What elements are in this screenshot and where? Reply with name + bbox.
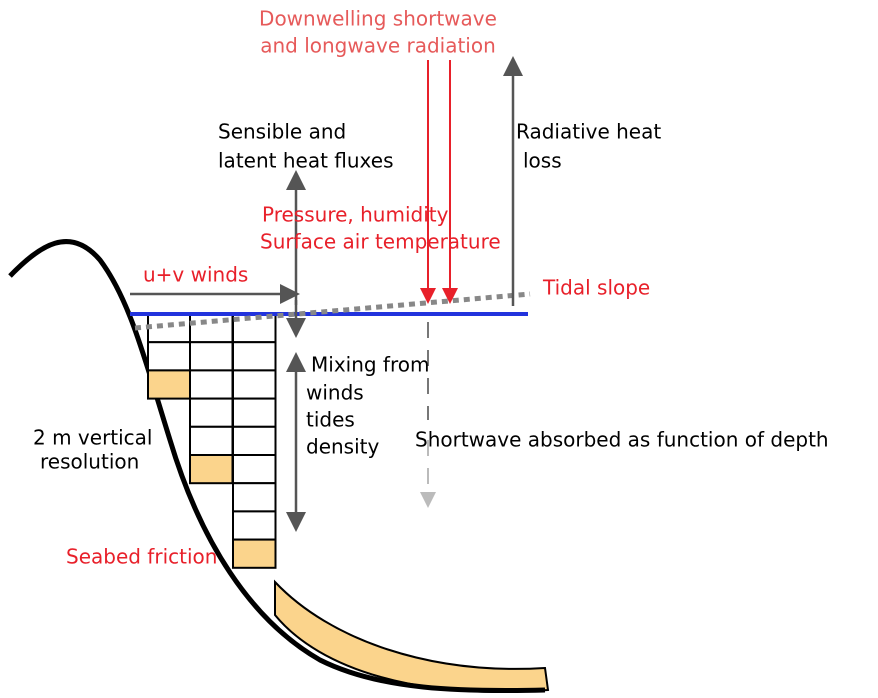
label: and longwave radiation — [260, 34, 496, 58]
shapes — [8, 56, 550, 694]
grid-cell — [147, 313, 192, 344]
label: Shortwave absorbed as function of depth — [415, 428, 829, 452]
grid-cell — [147, 369, 192, 400]
grid-cell — [232, 510, 277, 541]
grid-cell — [232, 482, 277, 513]
label: Radiative heat — [516, 120, 661, 144]
label: 2 m vertical — [33, 426, 153, 450]
label: Downwelling shortwave — [259, 7, 497, 31]
grid-cell — [147, 341, 192, 372]
label: winds — [306, 381, 364, 405]
grid-cell — [189, 341, 234, 372]
label: Surface air temperature — [260, 230, 501, 254]
label: Tidal slope — [542, 276, 650, 300]
grid-cell — [232, 397, 277, 428]
label: resolution — [40, 450, 139, 474]
grid-cell — [189, 425, 234, 456]
grid-cell — [189, 369, 234, 400]
label: density — [306, 435, 379, 459]
grid-cell — [189, 397, 234, 428]
grid-cell — [189, 454, 234, 485]
grid-cell — [232, 425, 277, 456]
label: Mixing from — [311, 353, 429, 377]
label: Pressure, humidity — [262, 203, 449, 227]
label: latent heat fluxes — [218, 149, 394, 173]
grid-cell — [232, 454, 277, 485]
grid-cell — [232, 538, 277, 569]
label: Sensible and — [218, 120, 346, 144]
grid-cell — [232, 341, 277, 372]
label: loss — [523, 149, 562, 173]
grid-cell — [232, 369, 277, 400]
label: u+v winds — [143, 263, 248, 287]
label: Seabed friction — [66, 545, 217, 569]
label: tides — [306, 408, 355, 432]
